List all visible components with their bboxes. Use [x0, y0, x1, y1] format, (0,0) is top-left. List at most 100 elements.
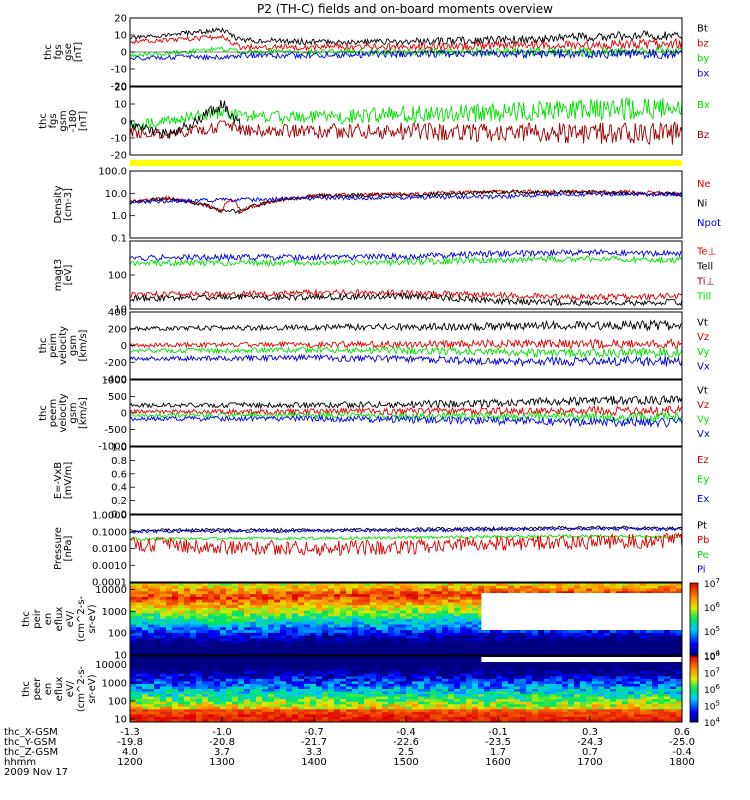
spectrogram-cell	[424, 627, 431, 631]
spectrogram-cell	[286, 714, 293, 718]
spectrogram-cell	[238, 668, 245, 672]
y-tick-label: 0.0001	[92, 578, 127, 589]
spectrogram-cell	[544, 686, 551, 690]
spectrogram-cell	[454, 699, 461, 703]
spectrogram-cell	[154, 694, 161, 698]
spectrogram-cell	[310, 607, 317, 612]
spectrogram-cell	[292, 681, 299, 685]
spectrogram-cell	[412, 646, 419, 651]
spectrogram-cell	[160, 610, 167, 615]
spectrogram-cell	[580, 666, 587, 670]
spectrogram-cell	[454, 638, 461, 642]
spectrogram-cell	[406, 704, 413, 708]
spectrogram-cell	[292, 701, 299, 705]
spectrogram-cell	[412, 656, 419, 660]
spectrogram-cell	[328, 613, 335, 617]
spectrogram-cell	[340, 706, 347, 710]
spectrogram-cell	[622, 689, 629, 693]
spectrogram-cell	[334, 649, 341, 653]
spectrogram-cell	[142, 714, 149, 718]
spectrogram-cell	[388, 613, 395, 617]
spectrogram-cell	[394, 641, 401, 645]
spectrogram-cell	[268, 661, 275, 665]
spectrogram-cell	[442, 616, 449, 620]
spectrogram-cell	[172, 619, 179, 623]
spectrogram-cell	[304, 701, 311, 705]
spectrogram-cell	[640, 663, 647, 667]
spectrogram-cell	[550, 652, 557, 655]
spectrogram-cell	[460, 704, 467, 708]
spectrogram-cell	[346, 607, 353, 612]
spectrogram-cell	[232, 630, 239, 634]
spectrogram-cell	[388, 699, 395, 703]
spectrogram-cell	[316, 689, 323, 693]
spectrogram-cell	[610, 709, 617, 713]
spectrogram-cell	[436, 635, 443, 639]
spectrogram-cell	[292, 619, 299, 623]
spectrogram-cell	[322, 641, 329, 645]
spectrogram-cell	[358, 699, 365, 703]
spectrogram-cell	[430, 652, 437, 655]
spectrogram-cell	[520, 686, 527, 690]
spectrogram-cell	[178, 704, 185, 708]
spectrogram-cell	[304, 658, 311, 662]
spectrogram-cell	[136, 696, 143, 700]
spectrogram-cell	[604, 676, 611, 680]
spectrogram-cell	[142, 605, 149, 609]
spectrogram-cell	[478, 638, 485, 642]
spectrogram-cell	[502, 632, 509, 637]
spectrogram-cell	[328, 673, 335, 677]
spectrogram-cell	[382, 686, 389, 690]
spectrogram-cell	[262, 627, 269, 631]
spectrogram-cell	[358, 630, 365, 634]
spectrogram-cell	[238, 709, 245, 713]
spectrogram-cell	[238, 632, 245, 637]
spectrogram-cell	[466, 635, 473, 639]
spectrogram-cell	[604, 678, 611, 682]
spectrogram-cell	[256, 583, 263, 587]
spectrogram-cell	[652, 635, 659, 639]
spectrogram-cell	[418, 588, 425, 592]
spectrogram-cell	[352, 652, 359, 655]
spectrogram-cell	[586, 630, 593, 634]
spectrogram-cell	[316, 686, 323, 690]
spectrogram-cell	[526, 632, 533, 637]
spectrogram-cell	[586, 683, 593, 688]
spectrogram-cell	[490, 689, 497, 693]
spectrogram-cell	[196, 649, 203, 653]
spectrogram-cell	[580, 663, 587, 667]
spectrogram-cell	[526, 646, 533, 651]
spectrogram-cell	[190, 699, 197, 703]
spectrogram-cell	[430, 594, 437, 598]
spectrogram-cell	[370, 588, 377, 592]
spectrogram-cell	[292, 716, 299, 721]
spectrogram-cell	[514, 709, 521, 713]
y-tick-label: 100	[108, 271, 127, 282]
spectrogram-cell	[160, 699, 167, 703]
spectrogram-cell	[352, 646, 359, 651]
spectrogram-cell	[478, 583, 485, 587]
spectrogram-cell	[604, 711, 611, 715]
spectrogram-cell	[310, 704, 317, 708]
spectrogram-cell	[142, 709, 149, 713]
spectrogram-cell	[586, 632, 593, 637]
spectrogram-cell	[436, 585, 443, 590]
spectrogram-cell	[388, 632, 395, 637]
spectrogram-cell	[508, 585, 515, 590]
spectrogram-cell	[322, 613, 329, 617]
spectrogram-cell	[250, 602, 257, 606]
spectrogram-cell	[598, 686, 605, 690]
spectrogram-cell	[400, 706, 407, 710]
spectrogram-cell	[178, 635, 185, 639]
spectrogram-cell	[226, 646, 233, 651]
spectrogram-cell	[628, 646, 635, 651]
spectrogram-cell	[202, 671, 209, 675]
spectrogram-cell	[298, 649, 305, 653]
spectrogram-cell	[310, 624, 317, 628]
spectrogram-cell	[364, 714, 371, 718]
spectrogram-cell	[358, 668, 365, 672]
spectrogram-cell	[364, 641, 371, 645]
spectrogram-cell	[388, 676, 395, 680]
spectrogram-cell	[334, 635, 341, 639]
spectrogram-cell	[556, 666, 563, 670]
